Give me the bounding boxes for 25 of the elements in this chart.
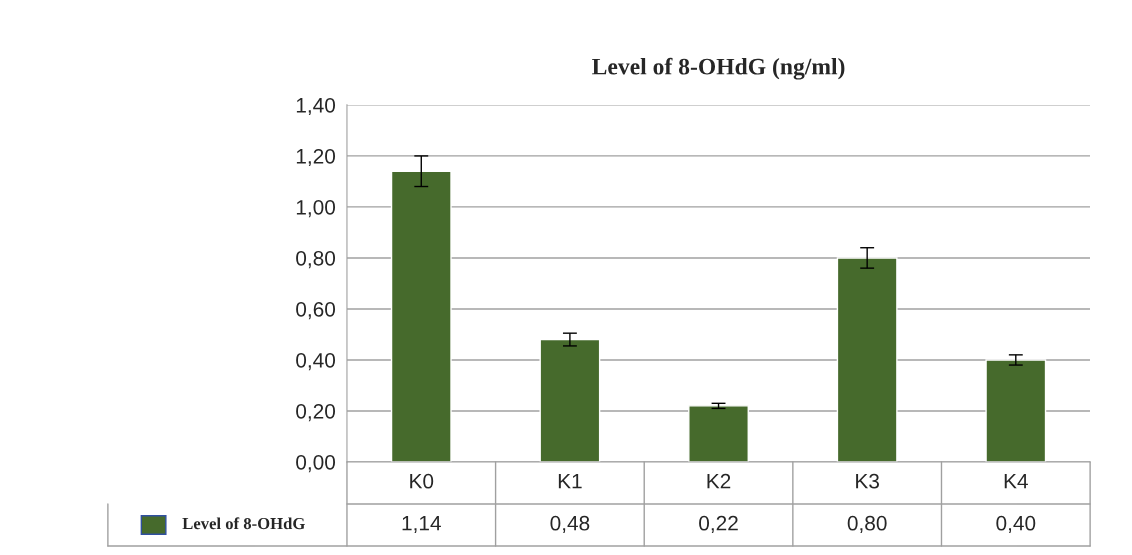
- y-tick-label: 1,00: [296, 199, 336, 218]
- x-tick-label: K2: [707, 473, 731, 489]
- chart-title: Level of 8-OHdG (ng/ml): [592, 57, 845, 80]
- bar: [539, 338, 601, 462]
- y-tick-label: 0,40: [296, 352, 336, 371]
- y-tick-label: 1,20: [296, 148, 336, 167]
- data-label: 0,80: [847, 515, 887, 534]
- x-tick-label: K0: [410, 473, 434, 489]
- legend-label: Level of 8-OHdG: [182, 517, 305, 530]
- bar: [836, 257, 898, 462]
- bar: [985, 359, 1047, 462]
- data-label: 0,22: [699, 515, 738, 534]
- y-tick-label: 0,80: [296, 250, 336, 269]
- x-tick-label: K1: [558, 474, 582, 489]
- y-tick-label: 0,20: [296, 403, 336, 422]
- x-tick-label: K3: [856, 473, 879, 489]
- x-tick-label: K4: [1004, 474, 1028, 489]
- bar: [390, 170, 452, 462]
- data-label: 1,14: [402, 516, 441, 534]
- data-label: 0,40: [996, 515, 1036, 534]
- bar: [688, 405, 749, 462]
- data-label: 0,48: [550, 515, 590, 534]
- y-tick-label: 0,00: [296, 454, 336, 473]
- y-tick-label: 0,60: [296, 301, 336, 320]
- y-tick-label: 1,40: [296, 97, 336, 116]
